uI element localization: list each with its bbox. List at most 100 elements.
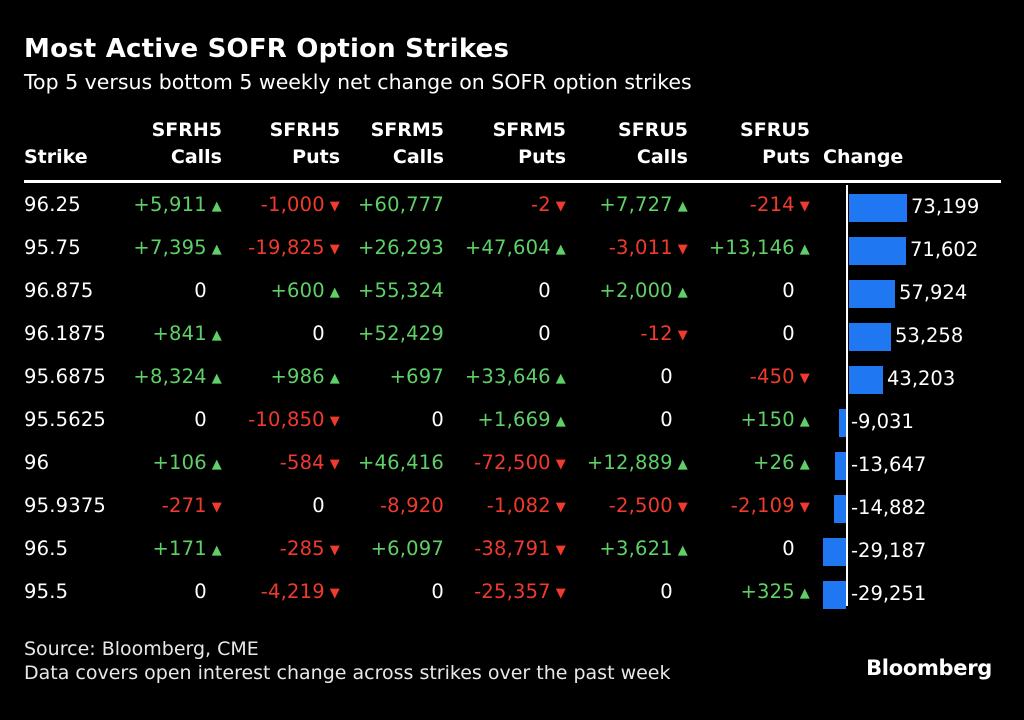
value-text: +55,324 — [358, 279, 444, 302]
value-text: +600 — [270, 279, 325, 302]
value-text: +171 — [152, 537, 207, 560]
value-text: +13,146 — [708, 236, 795, 259]
table-row: 96.875 0▲ +600 ▲ +55,324 0▲ +2,000 ▲ 0▲ 57,924 — [0, 273, 1024, 316]
value-text: -10,850 — [248, 408, 325, 431]
change-bar — [849, 237, 906, 265]
table-row: 96 +106 ▲ -584 ▼ +46,416 -72,500 ▼ +12,889 ▲ +26 ▲ -… — [0, 445, 1024, 488]
value-cell: -25,357 ▼ — [474, 580, 566, 603]
value-cell: 0▲ — [782, 279, 810, 302]
value-cell: +33,646 ▲ — [465, 365, 566, 388]
down-triangle-icon: ▼ — [799, 199, 810, 214]
down-triangle-icon: ▼ — [555, 543, 566, 558]
table-row: 95.9375-271▼0▲-8,920-1,082▼-2,500▼-2,109… — [0, 488, 1024, 531]
table-row: 95.6875 +8,324 ▲ +986 ▲ +697 +33,646 ▲ 0▲ -450 ▼ 43… — [0, 359, 1024, 402]
down-triangle-icon: ▼ — [329, 543, 340, 558]
value-text: +150 — [740, 408, 795, 431]
strike-cell: 95.9375 — [24, 494, 107, 517]
value-text: 0 — [431, 408, 444, 431]
column-header: SFRU5 Puts — [740, 119, 810, 168]
change-label: -29,187 — [851, 539, 927, 562]
value-cell: +52,429 — [358, 322, 444, 345]
column-header: SFRH5 Puts — [269, 119, 340, 168]
value-cell: -584 ▼ — [280, 451, 340, 474]
table-row: 96.5 +171 ▲ -285 ▼ +6,097 -38,791 ▼ +3,621 ▲ 0▲ -29… — [0, 531, 1024, 574]
value-text: +52,429 — [358, 322, 444, 345]
value-cell: +60,777 — [358, 193, 444, 216]
value-cell: 0▲ — [782, 322, 810, 345]
strike-cell: 95.6875 — [24, 365, 107, 388]
up-triangle-icon: ▲ — [677, 543, 688, 558]
value-text: -2 — [530, 193, 551, 216]
down-triangle-icon: ▼ — [677, 242, 688, 257]
value-text: +697 — [389, 365, 444, 388]
up-triangle-icon: ▲ — [555, 371, 566, 386]
value-cell: -38,791 ▼ — [474, 537, 566, 560]
value-text: -25,357 — [474, 580, 551, 603]
up-triangle-icon: ▲ — [329, 285, 340, 300]
change-bar — [849, 366, 883, 394]
value-cell: 0▲ — [194, 279, 222, 302]
value-cell: 0▲ — [194, 408, 222, 431]
value-text: 0 — [782, 322, 795, 345]
value-cell: +12,889 ▲ — [587, 451, 688, 474]
down-triangle-icon: ▼ — [555, 586, 566, 601]
value-cell: +7,395 ▲ — [133, 236, 222, 259]
value-text: 0 — [538, 279, 551, 302]
value-text: -2,500 — [608, 494, 673, 517]
value-text: 0 — [431, 580, 444, 603]
column-header: SFRU5 Calls — [618, 119, 688, 168]
up-triangle-icon: ▲ — [799, 586, 810, 601]
down-triangle-icon: ▼ — [555, 457, 566, 472]
up-triangle-icon: ▲ — [211, 543, 222, 558]
value-text: +3,621 — [599, 537, 673, 560]
value-text: 0 — [194, 279, 207, 302]
value-text: +986 — [270, 365, 325, 388]
bloomberg-logo: Bloomberg — [866, 656, 992, 680]
value-cell: -271 ▼ — [162, 494, 222, 517]
value-text: +33,646 — [464, 365, 551, 388]
strike-cell: 96.1875 — [24, 322, 107, 345]
value-cell: 0▲ — [660, 580, 688, 603]
up-triangle-icon: ▲ — [555, 414, 566, 429]
column-header: SFRM5 Puts — [492, 119, 566, 168]
value-cell: -214 ▼ — [750, 193, 810, 216]
value-text: -271 — [161, 494, 207, 517]
value-cell: -8,920 — [380, 494, 444, 517]
value-cell: 0▲ — [782, 537, 810, 560]
column-header: Strike — [24, 146, 88, 168]
value-text: +12,889 — [586, 451, 673, 474]
up-triangle-icon: ▲ — [677, 285, 688, 300]
value-cell: +6,097 — [371, 537, 444, 560]
change-bar — [849, 323, 891, 351]
change-bar — [823, 581, 846, 609]
strike-cell: 96.25 — [24, 193, 81, 216]
value-cell: 0▲ — [538, 279, 566, 302]
up-triangle-icon: ▲ — [211, 242, 222, 257]
value-cell: +106 ▲ — [152, 451, 222, 474]
column-header: Change — [823, 146, 904, 168]
change-bar — [849, 194, 907, 222]
value-cell: 0 — [431, 408, 444, 431]
value-text: +7,727 — [599, 193, 673, 216]
change-label: -29,251 — [851, 582, 927, 605]
value-text: +7,395 — [133, 236, 207, 259]
value-cell: +697 — [390, 365, 444, 388]
value-cell: -3,011 ▼ — [609, 236, 688, 259]
value-cell: +171 ▲ — [152, 537, 222, 560]
value-cell: 0▲ — [660, 365, 688, 388]
value-text: -3,011 — [608, 236, 673, 259]
change-bar — [835, 452, 846, 480]
down-triangle-icon: ▼ — [677, 328, 688, 343]
value-text: -38,791 — [474, 537, 551, 560]
value-text: -2,109 — [730, 494, 795, 517]
up-triangle-icon: ▲ — [677, 457, 688, 472]
change-label: 43,203 — [887, 367, 956, 390]
value-cell: -72,500 ▼ — [474, 451, 566, 474]
value-cell: +1,669 ▲ — [477, 408, 566, 431]
value-cell: +46,416 — [358, 451, 444, 474]
value-text: +325 — [740, 580, 795, 603]
value-text: -285 — [279, 537, 325, 560]
strike-cell: 96 — [24, 451, 50, 474]
value-text: +46,416 — [358, 451, 444, 474]
value-text: -1,000 — [260, 193, 325, 216]
